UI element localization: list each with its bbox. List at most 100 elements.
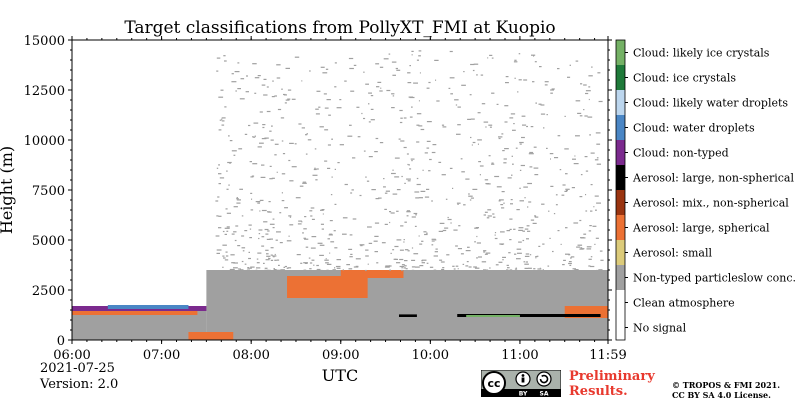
particle-cell [491, 57, 494, 59]
particle-cell [254, 77, 260, 79]
particle-cell [229, 268, 235, 271]
particle-cell [452, 187, 454, 189]
particle-cell [590, 184, 593, 186]
particle-cell [400, 225, 404, 227]
particle-cell [500, 243, 502, 245]
particle-cell [486, 217, 490, 219]
particle-cell [526, 125, 528, 128]
particle-cell [291, 166, 297, 168]
particle-cell [248, 224, 252, 226]
svg-text:SA: SA [540, 391, 549, 398]
particle-cell [257, 252, 262, 254]
particle-cell [510, 113, 516, 115]
particle-cell [562, 184, 566, 186]
particle-cell [595, 132, 601, 134]
particle-cell [457, 248, 462, 250]
particle-cell [517, 252, 522, 254]
particle-cell [279, 270, 285, 272]
particle-cell [219, 119, 222, 121]
particle-cell [579, 196, 583, 198]
particle-cell [366, 180, 370, 182]
particle-cell [590, 265, 595, 268]
particle-cell [488, 124, 493, 126]
particle-cell [450, 93, 453, 95]
colorbar-swatch-cloud-non-typed [616, 140, 625, 165]
particle-cell [272, 255, 277, 257]
x-tick-label: 11:00 [501, 348, 538, 363]
particle-cell [521, 115, 526, 117]
particle-cell [438, 161, 442, 163]
particle-cell [245, 91, 249, 93]
particle-cell [539, 66, 542, 68]
particle-cell [401, 267, 403, 269]
particle-cell [489, 126, 492, 128]
particle-cell [325, 258, 327, 260]
particle-cell [304, 216, 307, 218]
particle-cell [400, 117, 403, 119]
particle-cell [218, 164, 220, 166]
particle-cell [244, 230, 248, 232]
particle-cell [332, 269, 336, 271]
particle-cell [384, 266, 390, 268]
particle-cell [472, 141, 476, 144]
particle-cell [416, 141, 420, 143]
particle-cell [263, 94, 268, 96]
particle-cell [315, 179, 318, 181]
particle-cell [508, 252, 511, 254]
particle-cell [413, 253, 419, 255]
particle-cell [379, 142, 384, 144]
particle-cell [468, 193, 470, 195]
particle-cell [251, 198, 253, 200]
particle-cell [406, 153, 409, 155]
particle-cell [289, 142, 294, 144]
particle-cell [557, 68, 560, 70]
y-tick-label: 2500 [32, 284, 65, 299]
particle-cell [249, 237, 252, 239]
particle-cell [330, 241, 335, 243]
particle-cell [411, 216, 416, 218]
particle-cell [273, 268, 275, 270]
particle-cell [365, 83, 369, 85]
particle-cell [394, 157, 400, 159]
particle-cell [309, 210, 313, 212]
particle-cell [270, 259, 274, 261]
particle-cell [224, 60, 227, 62]
particle-cell [424, 233, 428, 236]
particle-cell [298, 123, 302, 125]
particle-cell [228, 135, 230, 137]
colorbar-swatch-aerosol-large-non-spherical [616, 165, 625, 190]
particle-cell [391, 172, 396, 175]
particle-cell [325, 262, 329, 264]
particle-cell [216, 57, 221, 59]
particle-cell [283, 266, 286, 268]
particle-cell [384, 192, 388, 194]
particle-cell [326, 263, 332, 265]
particle-cell [310, 207, 315, 209]
particle-cell [305, 153, 308, 155]
particle-cell [228, 184, 230, 186]
particle-cell [456, 133, 461, 135]
particle-cell [538, 245, 541, 247]
particle-cell [222, 230, 225, 233]
particle-cell [246, 269, 250, 271]
particle-cell [528, 267, 532, 269]
particle-cell [252, 63, 257, 65]
particle-cell [258, 233, 261, 235]
particle-cell [596, 143, 601, 145]
particle-cell [477, 112, 481, 114]
particle-cell [249, 161, 252, 163]
particle-cell [571, 187, 575, 189]
particle-cell [317, 242, 323, 244]
particle-cell [599, 250, 603, 252]
particle-cell [505, 82, 509, 84]
particle-cell [301, 127, 305, 129]
particle-cell [528, 153, 534, 155]
colorbar-label: Aerosol: large, non-spherical [632, 172, 794, 185]
particle-cell [456, 202, 461, 204]
particle-cell [365, 255, 369, 257]
particle-cell [233, 262, 238, 264]
particle-cell [555, 204, 558, 206]
particle-cell [550, 89, 554, 91]
particle-cell [370, 95, 374, 97]
particle-cell [453, 268, 456, 270]
